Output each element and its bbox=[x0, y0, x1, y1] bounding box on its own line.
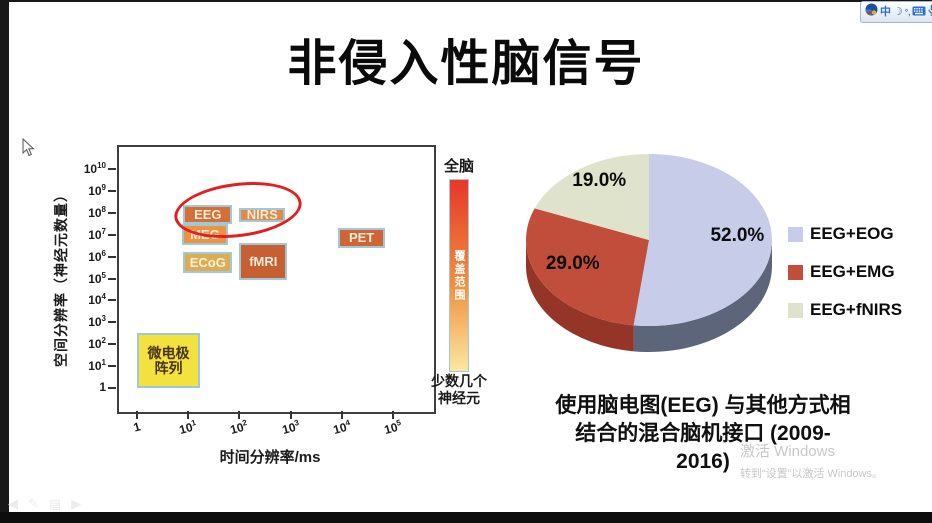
coverage-colorbar: 覆盖范围 bbox=[449, 179, 469, 372]
y-tick-mark bbox=[108, 365, 116, 368]
y-tick-label: 101 bbox=[88, 358, 106, 374]
scatter-box-eeg: EEG bbox=[183, 205, 233, 224]
window-left-border bbox=[0, 0, 9, 523]
legend-label: EEG+EOG bbox=[810, 224, 894, 243]
colorbar-text: 覆盖范围 bbox=[453, 249, 465, 302]
y-tick-label: 104 bbox=[88, 292, 106, 308]
window-top-border bbox=[0, 0, 932, 2]
prev-slide-button[interactable]: ◀ bbox=[8, 496, 18, 511]
y-tick-mark bbox=[108, 168, 116, 170]
colorbar-bottom-label: 少数几个 神经元 bbox=[431, 373, 487, 406]
legend-item-EEG+fNIRS: EEG+fNIRS bbox=[788, 291, 902, 329]
x-tick-mark bbox=[340, 411, 343, 419]
slide-menu-button[interactable]: ▤ bbox=[48, 496, 62, 511]
y-tick-label: 1010 bbox=[83, 161, 106, 176]
sogou-logo-icon[interactable] bbox=[865, 3, 878, 21]
y-tick-mark bbox=[108, 189, 116, 192]
x-tick-label: 103 bbox=[280, 417, 300, 438]
y-tick-label: 106 bbox=[88, 248, 106, 264]
x-tick-label: 1 bbox=[131, 419, 143, 435]
scatter-box-nirs: NIRS bbox=[239, 207, 286, 222]
y-tick-mark bbox=[108, 387, 116, 389]
pie-value-label: 29.0% bbox=[545, 252, 600, 274]
x-tick-mark bbox=[136, 411, 138, 419]
chinese-mode-icon[interactable]: 中 bbox=[880, 5, 891, 18]
pie-value-label: 19.0% bbox=[572, 169, 627, 191]
y-tick-mark bbox=[108, 277, 116, 280]
pie-value-label: 52.0% bbox=[710, 224, 765, 246]
legend-swatch bbox=[788, 302, 803, 318]
pie-side-EEG+EMG bbox=[526, 240, 634, 352]
scatter-x-axis-label: 时间分辨率/ms bbox=[219, 449, 321, 466]
hybrid-bci-pie-chart bbox=[526, 154, 772, 353]
soft-keyboard-icon[interactable] bbox=[912, 3, 926, 21]
y-tick-mark bbox=[108, 211, 116, 214]
legend-item-EEG+EOG: EEG+EOG bbox=[788, 215, 902, 253]
x-tick-mark bbox=[289, 411, 292, 419]
scatter-box-microelectrode-array: 微电极 阵列 bbox=[137, 333, 200, 388]
windows-activation-watermark: 激活 Windows 转到“设置”以激活 Windows。 bbox=[740, 443, 884, 480]
legend-swatch bbox=[788, 226, 803, 242]
mouse-cursor bbox=[22, 137, 35, 162]
colorbar-top-label: 全脑 bbox=[443, 158, 474, 175]
window-bottom-border bbox=[0, 512, 932, 523]
scatter-box-ecog: ECoG bbox=[183, 252, 233, 273]
x-tick-label: 105 bbox=[382, 417, 402, 438]
pie-side-EEG+EOG bbox=[633, 240, 772, 353]
legend-label: EEG+EMG bbox=[810, 262, 895, 281]
y-tick-mark bbox=[108, 321, 116, 324]
punctuation-icon[interactable]: °, bbox=[904, 7, 911, 17]
x-tick-mark bbox=[187, 411, 190, 419]
pie-slice-EEG+fNIRS bbox=[534, 154, 649, 240]
y-tick-label: 103 bbox=[88, 314, 106, 330]
scatter-box-meg: MEG bbox=[181, 224, 229, 245]
pie-slice-EEG+EOG bbox=[633, 154, 772, 327]
y-tick-label: 109 bbox=[88, 182, 106, 198]
legend-swatch bbox=[788, 264, 803, 280]
next-slide-button[interactable]: ▶ bbox=[71, 496, 82, 511]
x-tick-label: 102 bbox=[229, 417, 249, 438]
fullwidth-moon-icon[interactable]: ☽ bbox=[893, 5, 903, 18]
scatter-y-axis-label: 空间分辨率（神经元数量） bbox=[53, 187, 69, 367]
pie-caption: 使用脑电图(EEG) 与其他方式相 结合的混合脑机接口 (2009- 2016) bbox=[555, 394, 851, 473]
y-tick-mark bbox=[108, 299, 116, 302]
y-tick-label: 107 bbox=[88, 226, 106, 242]
slide-title: 非侵入性脑信号 bbox=[287, 36, 645, 91]
y-tick-mark bbox=[108, 255, 116, 258]
y-tick-label: 105 bbox=[88, 270, 106, 286]
presenter-nav-controls: ◀ ✎ ▤ ▶ bbox=[8, 496, 81, 512]
ime-toolbar: 中 ☽ °, bbox=[860, 1, 932, 23]
x-tick-label: 104 bbox=[331, 417, 351, 438]
x-tick-mark bbox=[238, 411, 241, 419]
scatter-box-fmri: fMRI bbox=[239, 242, 288, 281]
voice-input-icon[interactable] bbox=[928, 3, 932, 21]
y-tick-label: 108 bbox=[88, 204, 106, 220]
y-tick-label: 102 bbox=[88, 336, 106, 352]
pie-slice-EEG+EMG bbox=[526, 208, 649, 326]
y-tick-mark bbox=[108, 233, 116, 236]
legend-label: EEG+fNIRS bbox=[810, 300, 903, 319]
y-tick-label: 1 bbox=[99, 380, 106, 394]
legend-item-EEG+EMG: EEG+EMG bbox=[788, 253, 902, 291]
scatter-box-pet: PET bbox=[338, 228, 386, 248]
y-tick-mark bbox=[108, 343, 116, 346]
pie-legend: EEG+EOG EEG+EMG EEG+fNIRS bbox=[788, 215, 902, 329]
x-tick-mark bbox=[392, 411, 394, 419]
pen-tool-button[interactable]: ✎ bbox=[28, 496, 39, 511]
x-tick-label: 101 bbox=[177, 417, 198, 438]
